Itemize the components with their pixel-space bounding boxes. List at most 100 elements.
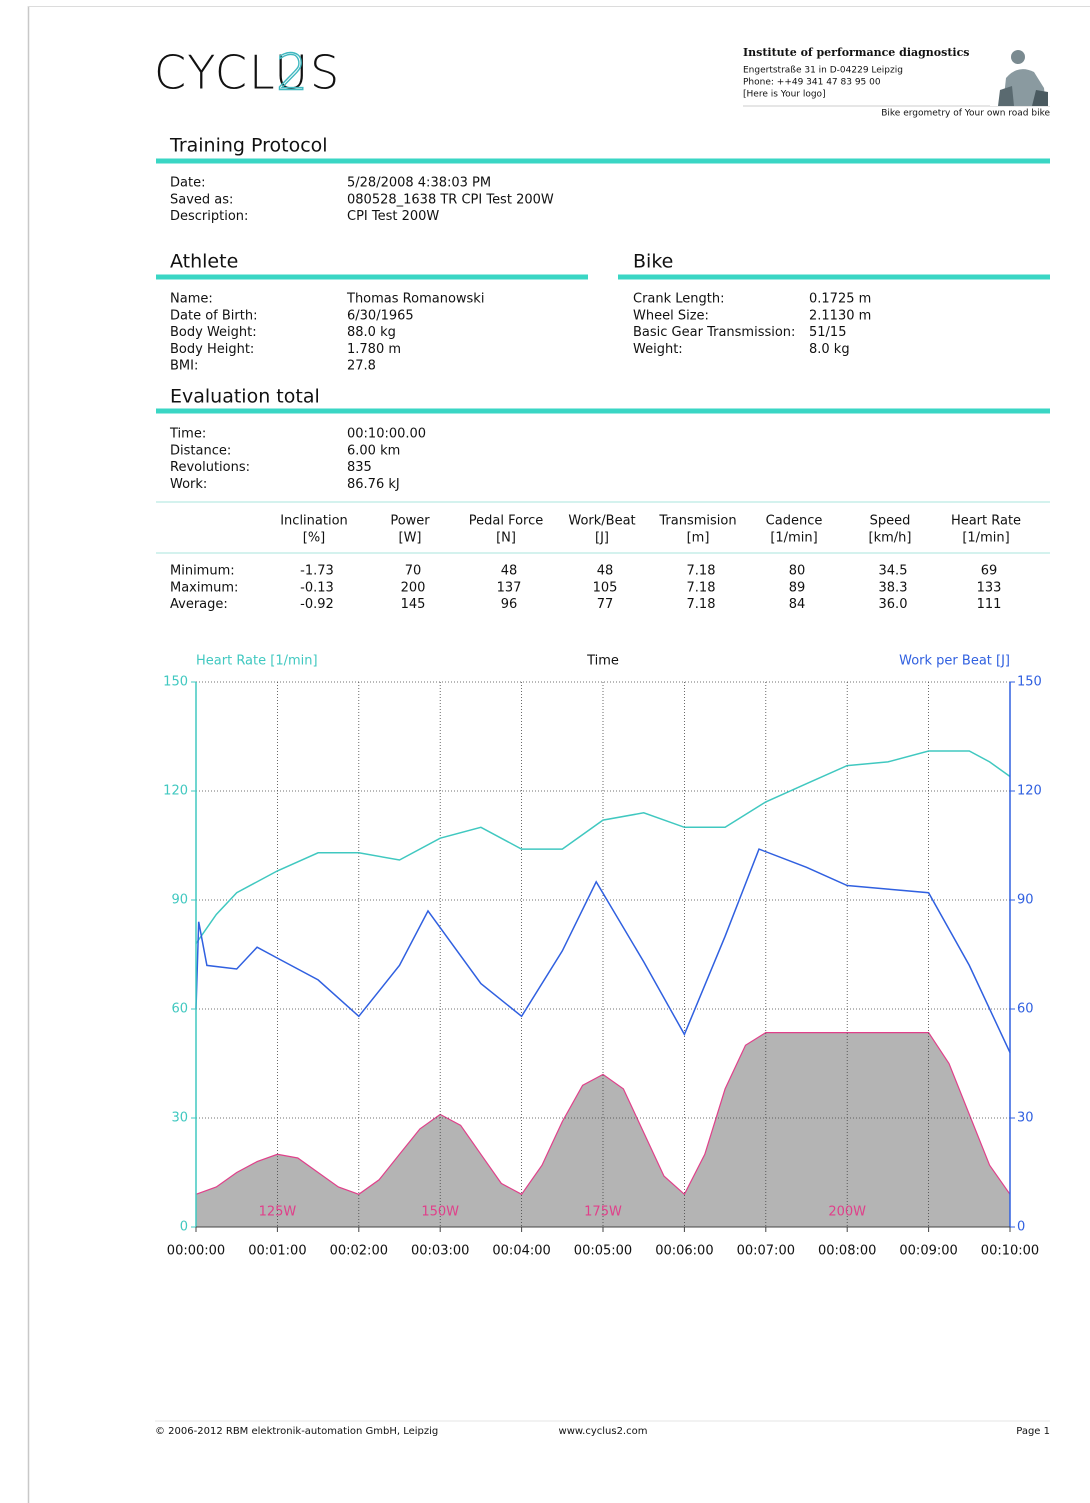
y-tick-label: 90 xyxy=(171,893,188,908)
cell: -1.73 xyxy=(300,564,334,579)
y2-tick-label: 150 xyxy=(1017,675,1042,690)
x-tick-label: 00:06:00 xyxy=(655,1244,713,1259)
field-label: BMI: xyxy=(170,359,198,374)
cell: 80 xyxy=(789,564,806,579)
chart-title: Time xyxy=(586,654,619,669)
field-label: Revolutions: xyxy=(170,460,250,475)
section-bar xyxy=(156,158,1050,164)
field-value: Thomas Romanowski xyxy=(346,292,484,307)
annotation: 150W xyxy=(421,1205,459,1220)
section-title: Bike xyxy=(633,251,673,273)
cell: 7.18 xyxy=(687,597,716,612)
y2-tick-label: 0 xyxy=(1017,1220,1025,1235)
field-value: 86.76 kJ xyxy=(347,477,400,492)
field-label: Work: xyxy=(170,477,207,492)
field-label: Wheel Size: xyxy=(633,308,709,323)
cell: 48 xyxy=(597,564,614,579)
cell: 96 xyxy=(501,597,518,612)
page-number: Page 1 xyxy=(1016,1426,1050,1437)
field-value: 27.8 xyxy=(347,359,376,374)
row-label: Minimum: xyxy=(170,564,235,579)
section-bar xyxy=(156,274,588,280)
column-header: [1/min] xyxy=(962,531,1009,546)
section-title: Training Protocol xyxy=(169,135,328,157)
cell: 70 xyxy=(405,564,422,579)
column-header: Heart Rate xyxy=(951,514,1021,529)
x-tick-label: 00:07:00 xyxy=(737,1244,795,1259)
field-label: Saved as: xyxy=(170,192,233,207)
column-header: Speed xyxy=(870,514,911,529)
field-value: 6/30/1965 xyxy=(347,308,414,323)
line xyxy=(195,750,1011,945)
x-tick-label: 00:05:00 xyxy=(574,1244,632,1259)
copyright: © 2006-2012 RBM elektronik-automation Gm… xyxy=(155,1426,438,1437)
column-header: Pedal Force xyxy=(469,514,544,529)
section-title: Athlete xyxy=(170,251,238,273)
cell: 7.18 xyxy=(687,564,716,579)
field-value: 51/15 xyxy=(809,325,846,340)
x-tick-label: 00:10:00 xyxy=(981,1244,1039,1259)
field-label: Date of Birth: xyxy=(170,308,257,323)
logo-number: 2 xyxy=(276,44,308,102)
cell: 34.5 xyxy=(879,564,908,579)
section-bar xyxy=(156,408,1050,414)
chart: 0 30 60 90 120 150 0 30 60 90 120 150 00:00:00 00:01:… xyxy=(163,654,1042,1259)
cell: 133 xyxy=(977,580,1002,595)
y-tick-label: 120 xyxy=(163,784,188,799)
column-header: Cadence xyxy=(766,514,823,529)
field-value: 1.780 m xyxy=(347,342,401,357)
y-axis-label: Heart Rate [1/min] xyxy=(196,654,318,669)
field-label: Distance: xyxy=(170,443,231,458)
field-value: 080528_1638 TR CPI Test 200W xyxy=(347,192,554,207)
cell: 7.18 xyxy=(687,580,716,595)
y-tick-label: 30 xyxy=(171,1111,188,1126)
column-header: [m] xyxy=(687,531,710,546)
field-label: Date: xyxy=(170,176,205,191)
cell: 200 xyxy=(401,580,426,595)
area-edge xyxy=(195,1032,1011,1196)
y2-tick-label: 120 xyxy=(1017,784,1042,799)
field-value: 8.0 kg xyxy=(809,342,850,357)
cell: 111 xyxy=(977,597,1002,612)
row-label: Average: xyxy=(170,597,228,612)
field-label: Crank Length: xyxy=(633,292,725,307)
field-value: 0.1725 m xyxy=(809,292,871,307)
field-label: Description: xyxy=(170,209,248,224)
x-tick-label: 00:09:00 xyxy=(899,1244,957,1259)
field-value: 6.00 km xyxy=(347,443,400,458)
institute: Institute of performance diagnostics xyxy=(743,46,970,59)
cell: -0.13 xyxy=(300,580,334,595)
website: www.cyclus2.com xyxy=(559,1426,648,1437)
section-bar xyxy=(618,274,1050,280)
y-tick-label: 150 xyxy=(163,675,188,690)
column-header: Power xyxy=(390,514,430,529)
cell: 137 xyxy=(497,580,522,595)
field-value: 00:10:00.00 xyxy=(347,427,426,442)
cell: 105 xyxy=(593,580,618,595)
row-label: Maximum: xyxy=(170,580,238,595)
column-header: [%] xyxy=(303,531,326,546)
field-value: 835 xyxy=(347,460,372,475)
cell: 38.3 xyxy=(879,580,908,595)
annotation: 125W xyxy=(259,1205,297,1220)
x-tick-label: 00:03:00 xyxy=(411,1244,469,1259)
field-value: 5/28/2008 4:38:03 PM xyxy=(347,176,491,191)
tagline: Bike ergometry of Your own road bike xyxy=(881,109,1050,119)
y2-axis-label: Work per Beat [J] xyxy=(899,654,1010,669)
annotation: 175W xyxy=(584,1205,622,1220)
y2-tick-label: 90 xyxy=(1017,893,1034,908)
cell: 84 xyxy=(789,597,806,612)
field-value: CPI Test 200W xyxy=(347,209,439,224)
section-title: Evaluation total xyxy=(170,386,320,408)
cell: 36.0 xyxy=(879,597,908,612)
column-header: Work/Beat xyxy=(568,514,635,529)
field-value: 2.1130 m xyxy=(809,308,871,323)
column-header: Inclination xyxy=(280,514,348,529)
field-label: Time: xyxy=(169,427,206,442)
column-header: [km/h] xyxy=(869,531,912,546)
cell: 89 xyxy=(789,580,806,595)
cell: 145 xyxy=(401,597,426,612)
annotation: 200W xyxy=(828,1205,866,1220)
